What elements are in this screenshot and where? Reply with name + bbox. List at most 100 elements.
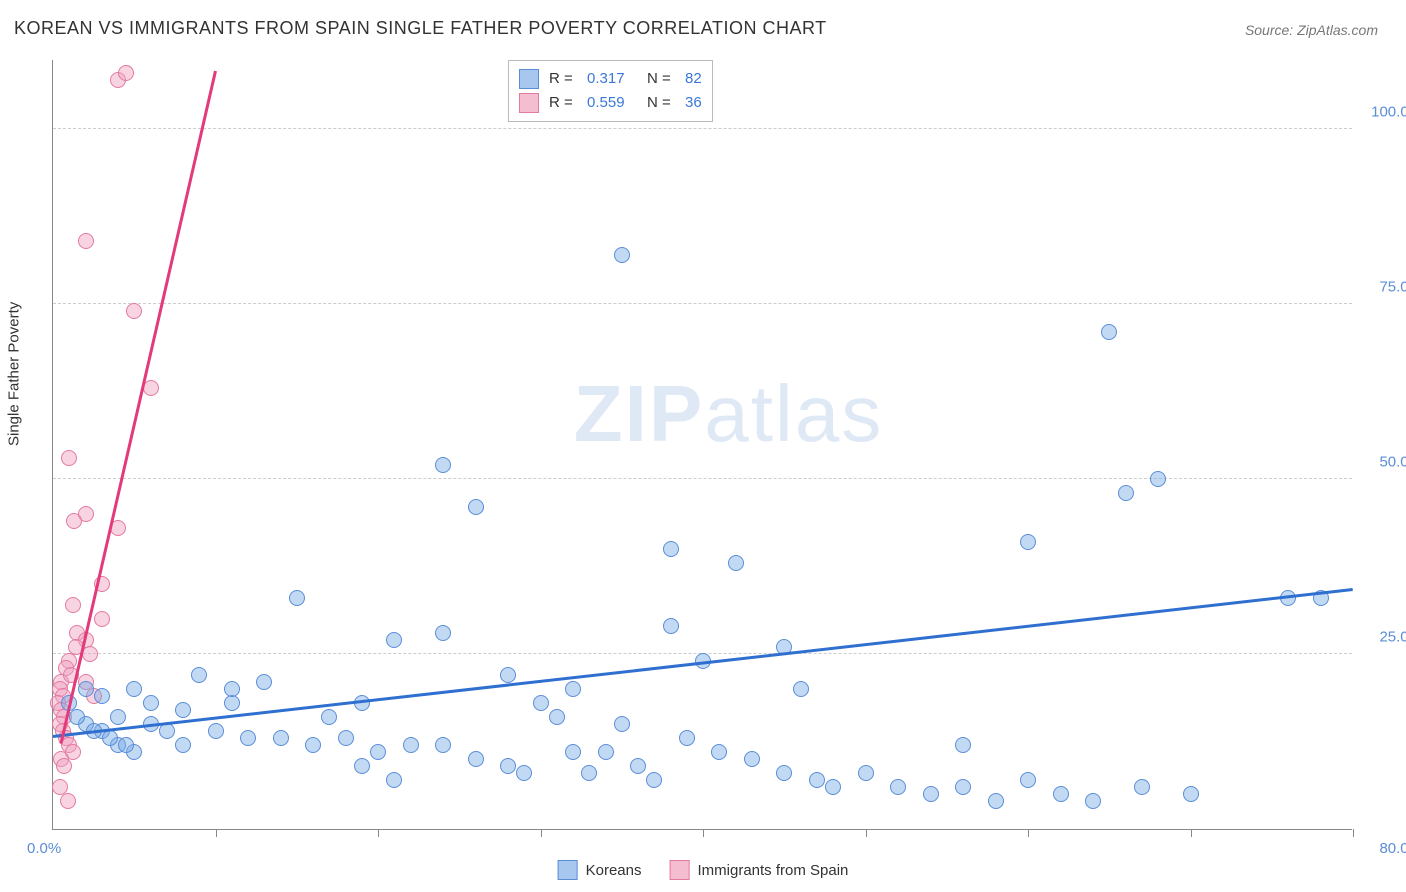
- data-point-blue: [614, 247, 630, 263]
- x-tick: [541, 829, 542, 837]
- data-point-blue: [435, 625, 451, 641]
- x-tick: [216, 829, 217, 837]
- data-point-blue: [1118, 485, 1134, 501]
- data-point-blue: [988, 793, 1004, 809]
- data-point-blue: [1150, 471, 1166, 487]
- data-point-blue: [126, 681, 142, 697]
- data-point-blue: [273, 730, 289, 746]
- n-label: N =: [647, 91, 675, 115]
- legend-swatch-pink: [669, 860, 689, 880]
- data-point-blue: [94, 688, 110, 704]
- watermark-atlas: atlas: [704, 369, 883, 458]
- data-point-blue: [143, 695, 159, 711]
- data-point-blue: [468, 499, 484, 515]
- data-point-blue: [516, 765, 532, 781]
- data-point-blue: [711, 744, 727, 760]
- data-point-blue: [1020, 772, 1036, 788]
- data-point-blue: [435, 457, 451, 473]
- data-point-blue: [435, 737, 451, 753]
- x-tick: [1028, 829, 1029, 837]
- data-point-blue: [581, 765, 597, 781]
- data-point-blue: [118, 737, 134, 753]
- data-point-blue: [955, 779, 971, 795]
- x-tick: [378, 829, 379, 837]
- data-point-blue: [1101, 324, 1117, 340]
- legend-swatch-blue: [558, 860, 578, 880]
- legend-label-pink: Immigrants from Spain: [697, 862, 848, 879]
- x-zero-label: 0.0%: [27, 840, 61, 857]
- bottom-legend-item-pink: Immigrants from Spain: [669, 860, 848, 880]
- watermark-zip: ZIP: [574, 369, 704, 458]
- data-point-blue: [728, 555, 744, 571]
- y-tick-label: 75.0%: [1362, 279, 1406, 296]
- bottom-legend: Koreans Immigrants from Spain: [558, 860, 849, 880]
- data-point-blue: [69, 709, 85, 725]
- data-point-blue: [102, 730, 118, 746]
- trend-line: [60, 71, 217, 744]
- data-point-blue: [825, 779, 841, 795]
- data-point-pink: [66, 513, 82, 529]
- data-point-blue: [403, 737, 419, 753]
- data-point-blue: [614, 716, 630, 732]
- data-point-blue: [1134, 779, 1150, 795]
- watermark: ZIPatlas: [574, 368, 883, 460]
- x-max-label: 80.0%: [1379, 840, 1406, 857]
- data-point-blue: [744, 751, 760, 767]
- data-point-blue: [679, 730, 695, 746]
- n-value-blue: 82: [685, 67, 702, 91]
- data-point-blue: [776, 765, 792, 781]
- y-axis-label: Single Father Poverty: [6, 302, 23, 446]
- data-point-blue: [858, 765, 874, 781]
- chart-title: KOREAN VS IMMIGRANTS FROM SPAIN SINGLE F…: [14, 18, 827, 39]
- gridline: [53, 128, 1352, 129]
- n-value-pink: 36: [685, 91, 702, 115]
- legend-stats-row-pink: R = 0.559 N = 36: [519, 91, 702, 115]
- x-tick: [1191, 829, 1192, 837]
- y-tick-label: 25.0%: [1362, 629, 1406, 646]
- data-point-blue: [1053, 786, 1069, 802]
- source-label: Source: ZipAtlas.com: [1245, 22, 1378, 38]
- data-point-blue: [110, 709, 126, 725]
- data-point-pink: [78, 233, 94, 249]
- data-point-pink: [118, 65, 134, 81]
- data-point-blue: [175, 702, 191, 718]
- data-point-blue: [1183, 786, 1199, 802]
- gridline: [53, 303, 1352, 304]
- data-point-pink: [126, 303, 142, 319]
- data-point-blue: [468, 751, 484, 767]
- data-point-pink: [82, 646, 98, 662]
- data-point-blue: [386, 632, 402, 648]
- data-point-blue: [1020, 534, 1036, 550]
- data-point-blue: [386, 772, 402, 788]
- data-point-blue: [1085, 793, 1101, 809]
- data-point-blue: [354, 758, 370, 774]
- data-point-blue: [175, 737, 191, 753]
- data-point-blue: [890, 779, 906, 795]
- data-point-blue: [370, 744, 386, 760]
- data-point-blue: [598, 744, 614, 760]
- data-point-blue: [338, 730, 354, 746]
- data-point-pink: [61, 450, 77, 466]
- x-tick: [1353, 829, 1354, 837]
- bottom-legend-item-blue: Koreans: [558, 860, 642, 880]
- data-point-blue: [208, 723, 224, 739]
- plot-area: ZIPatlas 25.0%50.0%75.0%100.0%0.0%80.0%: [52, 60, 1352, 830]
- data-point-blue: [630, 758, 646, 774]
- data-point-pink: [94, 611, 110, 627]
- data-point-blue: [289, 590, 305, 606]
- legend-swatch-pink: [519, 93, 539, 113]
- data-point-blue: [240, 730, 256, 746]
- data-point-blue: [955, 737, 971, 753]
- data-point-pink: [65, 597, 81, 613]
- data-point-blue: [549, 709, 565, 725]
- data-point-pink: [56, 758, 72, 774]
- y-tick-label: 50.0%: [1362, 454, 1406, 471]
- legend-stats-box: R = 0.317 N = 82 R = 0.559 N = 36: [508, 60, 713, 122]
- legend-label-blue: Koreans: [586, 862, 642, 879]
- n-label: N =: [647, 67, 675, 91]
- trend-line: [53, 588, 1353, 738]
- data-point-blue: [224, 695, 240, 711]
- data-point-blue: [565, 681, 581, 697]
- data-point-blue: [321, 709, 337, 725]
- data-point-blue: [663, 618, 679, 634]
